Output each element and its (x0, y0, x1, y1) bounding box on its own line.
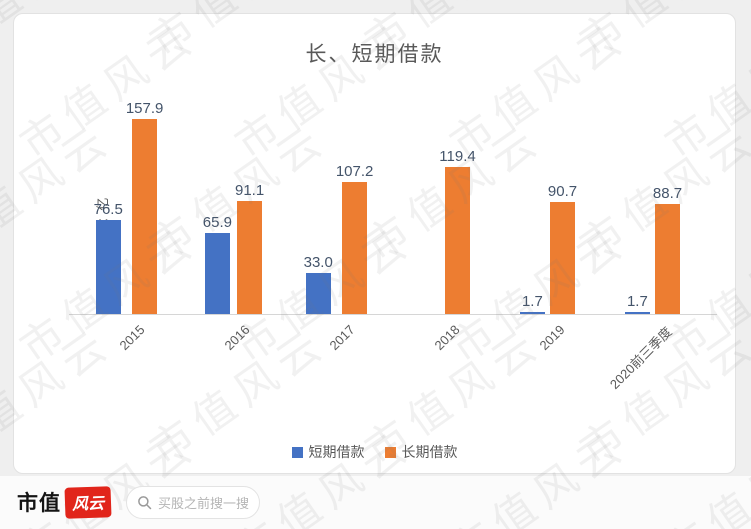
plot-area: 76.5 157.9 65.9 91.1 33.0 107.2 119.4 1.7 90.7 1.… (76, 84, 706, 314)
legend-item-短期借款: 短期借款 (291, 442, 365, 462)
bar-column: 91.1 (235, 182, 264, 314)
bar-column: 107.2 (335, 163, 374, 314)
legend-swatch (291, 446, 303, 458)
search-placeholder-text: 买股之前搜一搜 (158, 495, 250, 511)
brand-logo-text: 市值 (17, 492, 61, 515)
data-label: 76.5 (93, 201, 123, 218)
bar-group-2016: 65.9 91.1 (181, 182, 286, 314)
x-axis-label-2016: 2016 (221, 322, 253, 354)
bar-group-2017: 33.0 107.2 (286, 163, 391, 314)
legend-item-长期借款: 长期借款 (384, 442, 458, 462)
short-term-bar (519, 312, 545, 314)
legend-label: 长期借款 (401, 444, 458, 460)
bars-row: 76.5 157.9 65.9 91.1 33.0 107.2 119.4 1.7 90.7 1.… (76, 84, 706, 314)
bar-column: 119.4 (439, 148, 476, 314)
bar-group-2019: 1.7 90.7 (496, 183, 601, 314)
x-axis-label-2018: 2018 (431, 322, 463, 354)
data-label: 107.2 (335, 163, 374, 180)
bar-group-2020前三季度: 1.7 88.7 (601, 185, 706, 314)
long-term-bar (132, 119, 158, 314)
data-label: 90.7 (547, 183, 578, 200)
bar-column: 157.9 (125, 100, 164, 314)
long-term-bar (445, 167, 470, 314)
search-icon (137, 495, 152, 510)
x-axis-label-2015: 2015 (116, 322, 148, 354)
short-term-bar (95, 220, 121, 314)
bar-column: 76.5 (94, 201, 123, 314)
bar-column: 33.0 (304, 254, 333, 314)
legend-label: 短期借款 (308, 444, 365, 460)
search-input[interactable]: 买股之前搜一搜 (126, 485, 261, 519)
data-label: 1.7 (521, 293, 543, 310)
bar-column: 1.7 (519, 293, 545, 314)
legend-swatch (384, 446, 396, 458)
data-label: 88.7 (652, 185, 683, 202)
x-axis-label-2019: 2019 (536, 322, 568, 354)
data-label: 33.0 (303, 254, 333, 271)
x-axis-label-2020前三季度: 2020前三季度 (606, 324, 675, 392)
chart-legend: 短期借款 长期借款 (14, 442, 735, 462)
chart-card: 长、短期借款 单位：亿 76.5157.965.991.133.0107.211… (13, 13, 736, 474)
brand-logo-badge: 风云 (64, 485, 112, 519)
footer-bar: 市值 风云 买股之前搜一搜 (17, 483, 261, 521)
x-axis-line (69, 314, 717, 315)
bar-column: 88.7 (653, 185, 682, 314)
data-label: 65.9 (202, 214, 232, 231)
long-term-bar (237, 201, 263, 314)
bar-column: 1.7 (624, 293, 650, 314)
short-term-bar (624, 312, 650, 314)
bar-column: 90.7 (548, 183, 577, 314)
bar-column: 65.9 (203, 214, 232, 314)
short-term-bar (305, 273, 331, 314)
bar-group-2018: 119.4 (391, 148, 496, 314)
bar-group-2015: 76.5 157.9 (76, 100, 181, 314)
long-term-bar (549, 202, 575, 314)
long-term-bar (342, 182, 368, 314)
short-term-bar (204, 233, 230, 314)
long-term-bar (654, 204, 680, 314)
data-label: 157.9 (125, 100, 164, 117)
data-label: 119.4 (439, 148, 476, 165)
data-label: 91.1 (235, 182, 265, 199)
footer-background (0, 476, 751, 529)
data-label: 1.7 (626, 293, 648, 310)
chart-title: 长、短期借款 (305, 43, 444, 66)
x-axis-label-2017: 2017 (326, 322, 358, 354)
